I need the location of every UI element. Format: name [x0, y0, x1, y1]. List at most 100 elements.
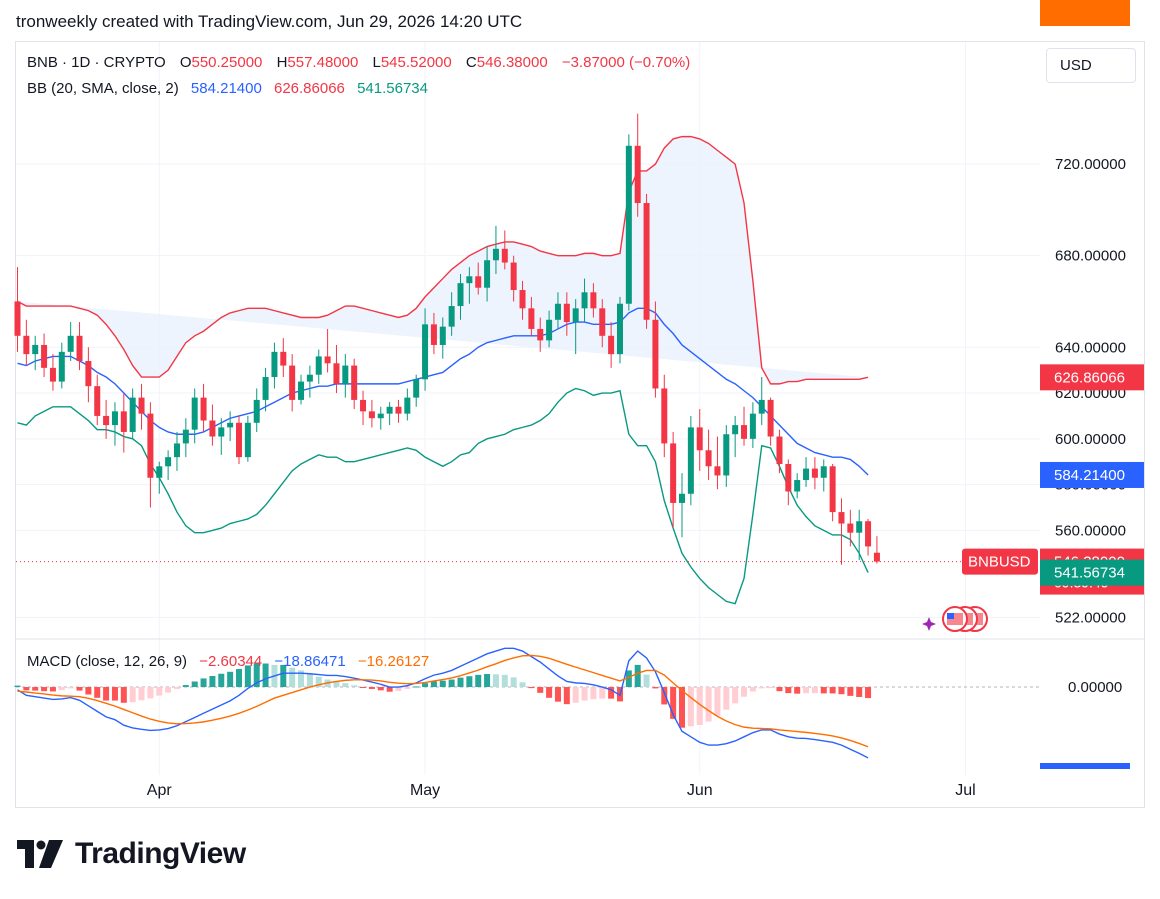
macd-histogram-bar	[173, 687, 180, 689]
macd-histogram-bar	[236, 669, 242, 688]
price-axis-tick-label: 680.00000	[1055, 248, 1126, 265]
candle-body	[262, 377, 269, 400]
candle	[306, 365, 313, 398]
bb-legend-label[interactable]: BB (20, SMA, close, 2)	[27, 80, 179, 97]
macd-histogram-bar	[129, 687, 136, 703]
candle-body	[386, 406, 393, 414]
candle	[41, 333, 48, 378]
candle	[652, 301, 659, 398]
candle	[661, 374, 668, 458]
candle	[360, 390, 367, 426]
candle-body	[652, 319, 659, 389]
candle-body	[227, 422, 234, 428]
candle-body	[351, 365, 358, 400]
candle-body	[492, 248, 499, 261]
macd-histogram-bar	[377, 687, 384, 691]
chart-frame	[15, 41, 1145, 808]
macd-histogram-bar	[368, 687, 375, 689]
candle-body	[661, 388, 668, 444]
candle-body	[811, 468, 818, 478]
candle	[156, 461, 163, 494]
macd-histogram-bar	[785, 687, 792, 694]
macd-histogram-bar	[767, 687, 774, 689]
macd-histogram-bar	[457, 677, 464, 688]
candle	[23, 319, 30, 366]
macd-histogram-bar	[794, 687, 801, 694]
candle	[404, 388, 411, 421]
macd-histogram-bar	[776, 687, 783, 692]
candle-body	[484, 260, 491, 288]
candle-body	[182, 429, 189, 444]
candle-body	[749, 413, 756, 439]
candle	[236, 415, 242, 465]
candle	[280, 338, 287, 378]
candle	[165, 450, 172, 481]
candle	[457, 273, 464, 320]
candle-body	[803, 468, 810, 481]
candle-body	[120, 411, 127, 432]
candle	[794, 473, 801, 499]
candle-body	[776, 436, 783, 465]
bb-upper-value: 626.86066	[273, 80, 345, 97]
candle-body	[448, 306, 455, 327]
ohlc-legend: BNB · 1D · CRYPTO O550.25000 H557.48000 …	[27, 54, 692, 71]
macd-histogram-bar	[865, 687, 872, 699]
macd-histogram-bar	[829, 687, 836, 694]
macd-histogram-bar	[581, 687, 588, 701]
candle-body	[333, 363, 340, 384]
candle	[820, 459, 827, 492]
currency-selector-button[interactable]: USD	[1046, 48, 1136, 83]
candle	[865, 518, 872, 556]
macd-histogram-bar	[856, 687, 863, 697]
candle-body	[41, 344, 48, 368]
macd-histogram-bar	[41, 687, 48, 692]
symbol-tag-label: BNBUSD	[968, 554, 1031, 571]
legend-symbol[interactable]: BNB · 1D · CRYPTO	[27, 54, 166, 71]
candle	[687, 415, 694, 506]
candle-body	[608, 335, 615, 355]
candle	[14, 267, 21, 352]
macd-histogram-bar	[120, 687, 127, 703]
bb-legend: BB (20, SMA, close, 2) 584.21400 626.860…	[27, 80, 430, 97]
candle	[767, 397, 774, 446]
candle	[484, 246, 491, 302]
candle-body	[873, 552, 880, 562]
macd-histogram-bar	[661, 687, 668, 705]
candle	[563, 292, 570, 336]
candle-body	[298, 381, 305, 400]
macd-legend-label[interactable]: MACD (close, 12, 26, 9)	[27, 653, 188, 670]
candle-body	[377, 413, 384, 419]
price-axis-tick-label: 720.00000	[1055, 156, 1126, 173]
macd-histogram-bar	[227, 671, 234, 688]
candle	[670, 431, 677, 529]
macd-histogram-bar	[838, 687, 845, 695]
candle	[49, 354, 56, 391]
macd-histogram-bar	[262, 663, 269, 688]
macd-histogram-bar	[111, 687, 118, 701]
bb-basis-line	[17, 307, 869, 476]
candle-body	[794, 480, 801, 492]
macd-histogram-bar	[554, 687, 561, 702]
candle-body	[643, 203, 650, 320]
candle-body	[14, 301, 21, 336]
candle-body	[94, 386, 101, 416]
macd-histogram-bar	[599, 687, 606, 699]
candle-body	[563, 303, 570, 323]
macd-histogram-bar	[820, 687, 827, 694]
tradingview-wordmark: TradingView	[75, 837, 246, 870]
macd-histogram-bar	[811, 687, 818, 694]
macd-line-value: −18.86471	[274, 653, 346, 670]
candle	[581, 278, 588, 323]
candle	[519, 280, 526, 320]
price-axis-tick-label: 522.00000	[1055, 609, 1126, 626]
candle-body	[599, 308, 606, 336]
candle	[253, 388, 260, 432]
macd-histogram-bar	[439, 680, 446, 688]
event-flag-canton	[947, 613, 954, 619]
macd-histogram-bar	[138, 687, 145, 701]
macd-histogram-bar	[342, 683, 349, 688]
candle	[785, 459, 792, 506]
candle	[475, 262, 482, 295]
macd-histogram-bar	[67, 687, 74, 689]
